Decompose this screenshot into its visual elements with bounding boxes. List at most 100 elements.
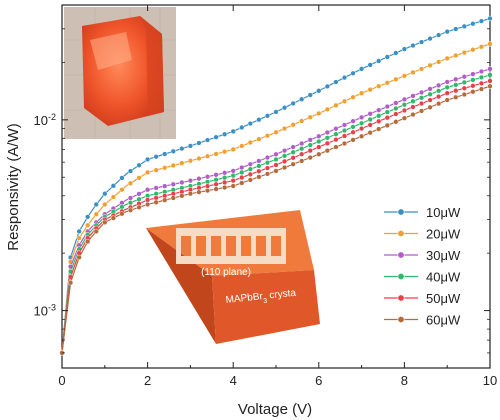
- data-point: [179, 145, 185, 152]
- data-point: [290, 161, 296, 167]
- data-point: [341, 133, 348, 139]
- crystal-label-prefix: MAPbBr: [225, 291, 264, 306]
- data-point: [435, 59, 442, 65]
- data-point: [247, 120, 253, 127]
- data-point: [401, 46, 408, 52]
- data-point: [393, 100, 399, 106]
- data-point: [136, 175, 142, 181]
- data-point: [358, 125, 365, 132]
- data-point: [461, 74, 467, 80]
- legend-item: 40μW: [384, 270, 461, 285]
- data-point: [333, 131, 339, 137]
- data-point: [110, 194, 117, 200]
- data-point: [333, 79, 339, 85]
- legend-label: 40μW: [426, 270, 461, 285]
- data-point: [487, 41, 493, 47]
- data-point: [299, 118, 305, 124]
- data-point: [435, 82, 442, 89]
- crystal-label-suffix: crysta: [266, 288, 297, 302]
- data-point: [256, 158, 262, 164]
- data-point: [427, 86, 433, 92]
- data-point: [470, 47, 476, 53]
- data-point: [256, 174, 262, 180]
- data-point: [470, 83, 476, 89]
- series-3: [59, 66, 493, 356]
- crystal-photo-inset: [64, 7, 176, 139]
- data-point: [290, 122, 296, 128]
- data-point: [478, 80, 485, 86]
- data-point: [85, 222, 91, 228]
- data-point: [162, 183, 168, 189]
- x-tick-label: 2: [144, 373, 151, 388]
- data-point: [341, 98, 348, 104]
- x-tick-label: 10: [483, 373, 497, 388]
- data-point: [478, 68, 485, 75]
- data-point: [162, 151, 168, 157]
- data-point: [367, 111, 373, 117]
- data-point: [179, 193, 185, 199]
- data-point: [307, 137, 313, 143]
- data-point: [324, 129, 331, 136]
- data-point: [204, 187, 211, 194]
- data-point: [230, 128, 236, 135]
- legend-item: 50μW: [384, 291, 461, 306]
- data-point: [76, 235, 82, 241]
- data-point: [273, 162, 279, 168]
- crystal-label-sub: 3: [263, 297, 268, 304]
- data-point: [144, 156, 151, 163]
- data-point: [324, 148, 331, 154]
- data-point: [93, 228, 99, 235]
- data-point: [170, 181, 176, 187]
- data-point: [350, 94, 356, 100]
- data-point: [299, 158, 305, 164]
- data-point: [213, 151, 219, 157]
- data-point: [196, 155, 202, 162]
- data-point: [136, 162, 142, 168]
- data-point: [221, 170, 228, 176]
- data-point: [358, 90, 365, 96]
- data-point: [213, 134, 219, 140]
- data-point: [367, 122, 373, 128]
- data-point: [162, 197, 168, 203]
- data-point: [281, 158, 288, 165]
- data-point: [187, 158, 194, 164]
- data-point: [358, 66, 365, 72]
- data-point: [393, 50, 399, 56]
- data-point: [239, 174, 245, 181]
- data-point: [221, 131, 228, 137]
- data-point: [127, 168, 134, 174]
- data-point: [136, 204, 142, 211]
- data-point: [76, 254, 82, 261]
- data-point: [384, 103, 390, 110]
- legend-item: 60μW: [384, 313, 461, 328]
- data-point: [316, 151, 322, 157]
- data-point: [401, 73, 408, 79]
- data-point: [418, 66, 425, 72]
- data-point: [478, 86, 485, 92]
- legend-item: 30μW: [384, 248, 461, 263]
- data-point: [204, 183, 211, 189]
- data-point: [204, 174, 211, 180]
- data-point: [376, 113, 382, 119]
- data-point: [358, 120, 365, 126]
- data-point: [144, 169, 151, 176]
- data-point: [478, 18, 485, 24]
- data-point: [453, 88, 459, 94]
- data-point: [324, 140, 331, 147]
- data-point: [153, 185, 159, 191]
- data-point: [358, 114, 365, 121]
- data-point: [85, 238, 91, 245]
- series-2: [59, 41, 493, 356]
- data-point: [221, 184, 228, 191]
- data-point: [350, 129, 356, 135]
- data-point: [487, 15, 493, 22]
- data-point: [239, 143, 245, 149]
- data-point: [264, 133, 271, 139]
- data-point: [239, 180, 245, 186]
- data-point: [136, 191, 142, 197]
- data-point: [204, 137, 211, 143]
- data-point: [410, 93, 416, 99]
- data-point: [273, 151, 279, 157]
- data-point: [307, 147, 313, 154]
- data-point: [487, 83, 493, 89]
